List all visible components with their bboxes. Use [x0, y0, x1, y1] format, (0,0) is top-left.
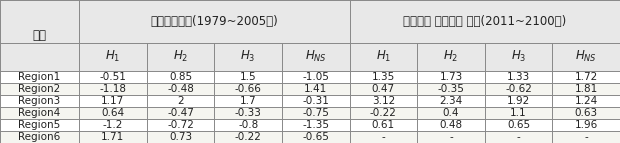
Text: -0.8: -0.8 — [238, 120, 259, 130]
Text: -0.62: -0.62 — [505, 84, 532, 94]
Text: 0.47: 0.47 — [372, 84, 395, 94]
Text: -1.2: -1.2 — [103, 120, 123, 130]
Text: $H_1$: $H_1$ — [376, 49, 391, 64]
Text: 1.92: 1.92 — [507, 96, 530, 106]
Text: 기후변화 시나리오 자료(2011~2100년): 기후변화 시나리오 자료(2011~2100년) — [403, 15, 567, 28]
Text: Region5: Region5 — [19, 120, 61, 130]
Text: 1.41: 1.41 — [304, 84, 327, 94]
Text: -1.35: -1.35 — [302, 120, 329, 130]
Text: 실제관측자료(1979~2005년): 실제관측자료(1979~2005년) — [151, 15, 278, 28]
Bar — [0, 131, 620, 143]
Text: 3.12: 3.12 — [372, 96, 395, 106]
Bar — [0, 43, 620, 71]
Bar — [0, 95, 620, 107]
Text: 1.71: 1.71 — [101, 132, 125, 142]
Text: 1.72: 1.72 — [575, 72, 598, 82]
Bar — [0, 83, 620, 95]
Text: Region6: Region6 — [19, 132, 61, 142]
Text: $H_{NS}$: $H_{NS}$ — [305, 49, 327, 64]
Text: -0.22: -0.22 — [235, 132, 262, 142]
Text: 1.33: 1.33 — [507, 72, 530, 82]
Text: 0.61: 0.61 — [372, 120, 395, 130]
Bar — [0, 119, 620, 131]
Bar — [0, 71, 620, 83]
Text: -0.66: -0.66 — [235, 84, 262, 94]
Text: -0.72: -0.72 — [167, 120, 194, 130]
Text: Region2: Region2 — [19, 84, 61, 94]
Text: -0.35: -0.35 — [438, 84, 464, 94]
Text: 0.65: 0.65 — [507, 120, 530, 130]
Text: 0.4: 0.4 — [443, 108, 459, 118]
Text: $H_{NS}$: $H_{NS}$ — [575, 49, 597, 64]
Bar — [0, 107, 620, 119]
Text: 1.96: 1.96 — [575, 120, 598, 130]
Text: -1.18: -1.18 — [99, 84, 126, 94]
Bar — [0, 0, 620, 43]
Text: -0.22: -0.22 — [370, 108, 397, 118]
Text: Region4: Region4 — [19, 108, 61, 118]
Text: -1.05: -1.05 — [303, 72, 329, 82]
Text: -0.47: -0.47 — [167, 108, 194, 118]
Text: 2: 2 — [177, 96, 184, 106]
Text: -: - — [584, 132, 588, 142]
Text: 1.17: 1.17 — [101, 96, 125, 106]
Text: 0.73: 0.73 — [169, 132, 192, 142]
Text: -0.51: -0.51 — [99, 72, 126, 82]
Text: -0.65: -0.65 — [303, 132, 329, 142]
Text: -0.48: -0.48 — [167, 84, 194, 94]
Text: 0.85: 0.85 — [169, 72, 192, 82]
Text: -0.75: -0.75 — [303, 108, 329, 118]
Text: $H_1$: $H_1$ — [105, 49, 120, 64]
Text: -0.31: -0.31 — [303, 96, 329, 106]
Text: -0.33: -0.33 — [235, 108, 262, 118]
Text: 1.24: 1.24 — [575, 96, 598, 106]
Text: 0.64: 0.64 — [101, 108, 125, 118]
Text: Region1: Region1 — [19, 72, 61, 82]
Text: 0.63: 0.63 — [575, 108, 598, 118]
Text: -: - — [516, 132, 520, 142]
Text: Region3: Region3 — [19, 96, 61, 106]
Text: 1.35: 1.35 — [372, 72, 395, 82]
Text: -: - — [449, 132, 453, 142]
Text: $H_3$: $H_3$ — [511, 49, 526, 64]
Text: 1.7: 1.7 — [240, 96, 257, 106]
Text: $H_2$: $H_2$ — [443, 49, 459, 64]
Text: 1.81: 1.81 — [575, 84, 598, 94]
Text: $H_2$: $H_2$ — [173, 49, 188, 64]
Text: 0.48: 0.48 — [440, 120, 463, 130]
Text: 1.5: 1.5 — [240, 72, 257, 82]
Text: $H_3$: $H_3$ — [241, 49, 256, 64]
Text: 1.73: 1.73 — [440, 72, 463, 82]
Text: 1.1: 1.1 — [510, 108, 527, 118]
Text: 2.34: 2.34 — [440, 96, 463, 106]
Text: -: - — [381, 132, 385, 142]
Text: 지역: 지역 — [32, 29, 46, 42]
